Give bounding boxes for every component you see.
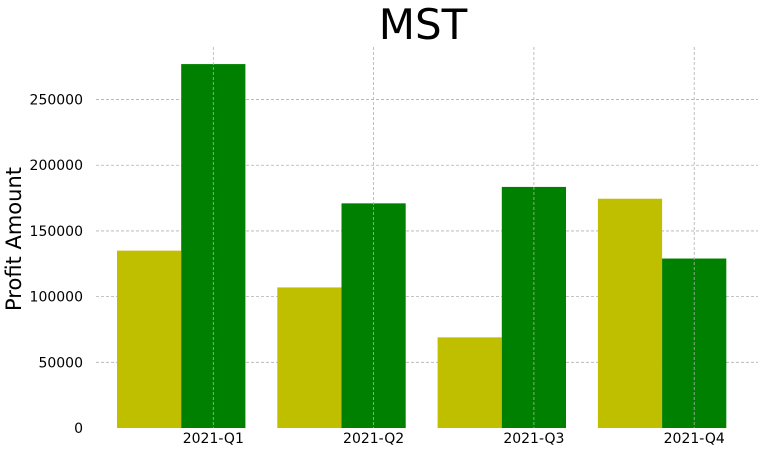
- bar-2021-Q2-series-2: [341, 203, 406, 428]
- y-axis-label: Profit Amount: [2, 167, 26, 311]
- x-tick-label: 2021-Q4: [664, 431, 725, 447]
- bar-2021-Q2-series-1: [277, 287, 342, 428]
- chart-title: MST: [379, 0, 468, 49]
- bar-2021-Q4-series-1: [597, 198, 663, 428]
- y-tick-labels: 0 50000 100000 150000 200000 250000: [30, 93, 83, 437]
- y-tick-label: 200000: [30, 158, 83, 174]
- y-tick-label: 150000: [30, 224, 83, 240]
- grid-overlay: [212, 47, 695, 428]
- bar-2021-Q3-series-1: [437, 337, 502, 428]
- y-tick-label: 0: [74, 421, 83, 437]
- x-tick-label: 2021-Q1: [183, 431, 244, 447]
- bar-2021-Q1-series-1: [117, 250, 182, 428]
- x-tick-label: 2021-Q2: [343, 431, 404, 447]
- x-tick-labels: 2021-Q1 2021-Q2 2021-Q3 2021-Q4: [183, 431, 725, 447]
- y-tick-label: 50000: [38, 355, 83, 371]
- x-tick-label: 2021-Q3: [503, 431, 564, 447]
- y-tick-label: 100000: [30, 290, 83, 306]
- y-tick-label: 250000: [30, 93, 83, 109]
- bars: [117, 64, 727, 428]
